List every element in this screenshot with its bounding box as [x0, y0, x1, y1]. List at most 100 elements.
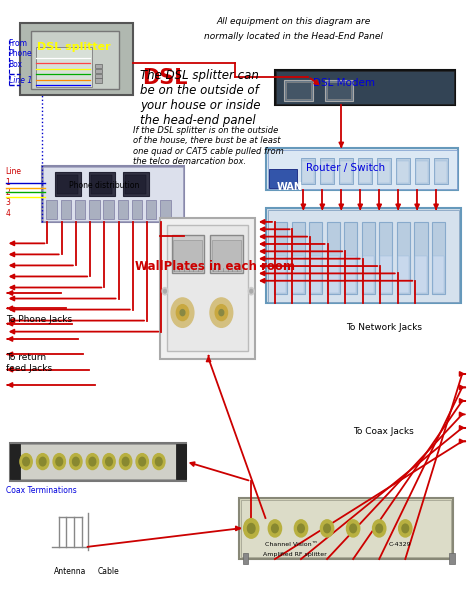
FancyBboxPatch shape: [160, 200, 171, 219]
Circle shape: [402, 524, 409, 533]
Circle shape: [106, 457, 112, 466]
FancyBboxPatch shape: [167, 225, 248, 351]
FancyBboxPatch shape: [95, 74, 102, 78]
FancyBboxPatch shape: [379, 222, 392, 294]
Circle shape: [136, 454, 148, 470]
FancyBboxPatch shape: [89, 172, 115, 196]
Circle shape: [139, 457, 146, 466]
Circle shape: [272, 524, 278, 533]
FancyBboxPatch shape: [55, 172, 81, 196]
FancyBboxPatch shape: [398, 256, 409, 293]
FancyBboxPatch shape: [275, 70, 455, 105]
Text: DSL: DSL: [142, 69, 188, 88]
Text: Antenna: Antenna: [54, 567, 86, 576]
Text: Line
1
2
3
4: Line 1 2 3 4: [6, 167, 22, 218]
Circle shape: [219, 310, 224, 316]
FancyBboxPatch shape: [416, 161, 428, 183]
FancyBboxPatch shape: [132, 200, 142, 219]
Circle shape: [122, 457, 129, 466]
FancyBboxPatch shape: [320, 158, 334, 184]
FancyBboxPatch shape: [449, 553, 455, 564]
FancyBboxPatch shape: [146, 200, 156, 219]
FancyBboxPatch shape: [302, 161, 314, 183]
FancyBboxPatch shape: [210, 235, 243, 273]
Text: To Phone Jacks: To Phone Jacks: [6, 316, 72, 324]
FancyBboxPatch shape: [43, 167, 183, 221]
Text: To return
feed Jacks: To return feed Jacks: [6, 353, 52, 373]
Circle shape: [89, 457, 96, 466]
FancyBboxPatch shape: [173, 240, 202, 271]
FancyBboxPatch shape: [284, 80, 313, 101]
Text: From
Phone
Box: From Phone Box: [9, 39, 32, 69]
Text: C-4329: C-4329: [389, 542, 411, 547]
Circle shape: [373, 520, 386, 537]
FancyBboxPatch shape: [301, 158, 315, 184]
FancyBboxPatch shape: [397, 161, 409, 183]
Text: Cable: Cable: [97, 567, 119, 576]
Text: Coax Terminations: Coax Terminations: [6, 486, 76, 495]
FancyBboxPatch shape: [276, 71, 454, 104]
Circle shape: [164, 289, 166, 293]
FancyBboxPatch shape: [327, 82, 351, 99]
FancyBboxPatch shape: [160, 218, 255, 359]
FancyBboxPatch shape: [359, 161, 371, 183]
FancyBboxPatch shape: [344, 222, 357, 294]
Text: Phone distribution: Phone distribution: [69, 181, 139, 189]
FancyBboxPatch shape: [103, 200, 114, 219]
Circle shape: [86, 454, 99, 470]
FancyBboxPatch shape: [42, 166, 184, 222]
Circle shape: [298, 524, 304, 533]
FancyBboxPatch shape: [396, 158, 410, 184]
FancyBboxPatch shape: [123, 172, 149, 196]
Circle shape: [180, 310, 185, 316]
Circle shape: [324, 524, 330, 533]
Circle shape: [210, 298, 233, 327]
FancyBboxPatch shape: [125, 175, 146, 194]
FancyBboxPatch shape: [10, 444, 20, 479]
Text: If the DSL splitter is on the outside
of the house, there bust be at least
one q: If the DSL splitter is on the outside of…: [133, 126, 283, 166]
FancyBboxPatch shape: [274, 222, 287, 294]
Circle shape: [399, 520, 412, 537]
FancyBboxPatch shape: [377, 158, 391, 184]
FancyBboxPatch shape: [380, 256, 392, 293]
FancyBboxPatch shape: [266, 208, 461, 303]
FancyBboxPatch shape: [397, 222, 410, 294]
FancyBboxPatch shape: [118, 200, 128, 219]
FancyBboxPatch shape: [239, 498, 453, 559]
Circle shape: [176, 305, 189, 321]
Circle shape: [162, 287, 168, 295]
Text: DSL splitter: DSL splitter: [36, 42, 110, 52]
FancyBboxPatch shape: [268, 150, 457, 189]
FancyBboxPatch shape: [309, 222, 322, 294]
FancyBboxPatch shape: [292, 222, 305, 294]
FancyBboxPatch shape: [10, 443, 186, 481]
FancyBboxPatch shape: [269, 169, 297, 188]
Circle shape: [248, 287, 254, 295]
Text: Line 1: Line 1: [9, 77, 32, 85]
Circle shape: [268, 520, 282, 537]
Circle shape: [153, 454, 165, 470]
FancyBboxPatch shape: [75, 200, 85, 219]
Circle shape: [53, 454, 65, 470]
Circle shape: [103, 454, 115, 470]
Circle shape: [244, 519, 259, 538]
FancyBboxPatch shape: [415, 158, 429, 184]
Circle shape: [320, 520, 334, 537]
FancyBboxPatch shape: [46, 200, 57, 219]
FancyBboxPatch shape: [433, 256, 444, 293]
Text: normally located in the Head-End Panel: normally located in the Head-End Panel: [204, 32, 383, 41]
Circle shape: [376, 524, 383, 533]
Text: To Coax Jacks: To Coax Jacks: [353, 427, 414, 436]
Circle shape: [215, 305, 228, 321]
Text: WallPlates in each room: WallPlates in each room: [135, 260, 295, 273]
Text: Channel Vision™: Channel Vision™: [265, 542, 319, 547]
FancyBboxPatch shape: [241, 500, 451, 557]
FancyBboxPatch shape: [61, 200, 71, 219]
Circle shape: [350, 524, 356, 533]
FancyBboxPatch shape: [36, 47, 92, 87]
FancyBboxPatch shape: [243, 553, 248, 564]
Circle shape: [171, 298, 194, 327]
Circle shape: [56, 457, 63, 466]
Text: WAN: WAN: [276, 182, 302, 192]
FancyBboxPatch shape: [95, 78, 102, 83]
